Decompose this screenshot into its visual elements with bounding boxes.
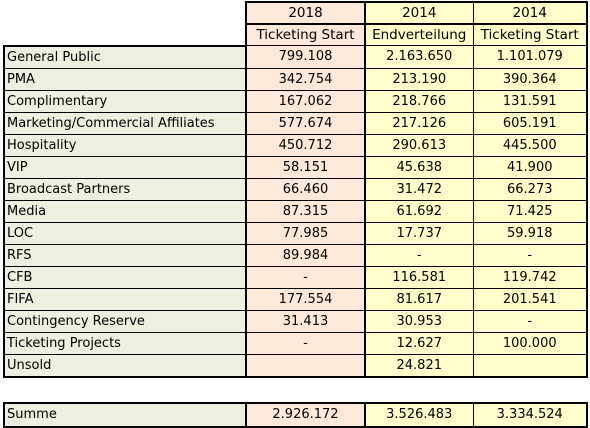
value-2014-end: 17.737: [364, 221, 474, 245]
value-2014-start: [472, 353, 588, 378]
table-row: RFS 89.984- -: [3, 243, 588, 267]
value-2014-end: 30.953: [364, 309, 474, 333]
header-2014-start-sub: Ticketing Start: [472, 23, 588, 46]
value-2014-end: 290.613: [364, 133, 474, 157]
summe-2014-end: 3.526.483: [364, 402, 474, 428]
value-2014-start: -: [472, 243, 588, 267]
value-2014-end: 81.617: [364, 287, 474, 311]
value-2018: 342.754: [245, 67, 366, 91]
value-2014-start: 59.918: [472, 221, 588, 245]
value-2014-end: 12.627: [364, 331, 474, 355]
value-2014-start: 201.541: [472, 287, 588, 311]
value-2014-start: 100.000: [472, 331, 588, 355]
table-row: PMA 342.754 213.190 390.364: [3, 67, 588, 91]
row-label: Contingency Reserve: [3, 309, 247, 333]
summe-table: Summe 2.926.172 3.526.483 3.334.524: [3, 402, 588, 428]
value-2018: 77.985: [245, 221, 366, 245]
value-2018: 87.315: [245, 199, 366, 223]
value-2018: 799.108: [245, 45, 366, 69]
table-gap: [0, 381, 590, 402]
header-row-sub: Ticketing Start Endverteilung Ticketing …: [4, 23, 588, 46]
value-2018: -: [245, 331, 366, 355]
row-label: Marketing/Commercial Affiliates: [3, 111, 247, 135]
row-label: RFS: [3, 243, 247, 267]
value-2018: 31.413: [245, 309, 366, 333]
value-2014-end: 217.126: [364, 111, 474, 135]
value-2014-start: 41.900: [472, 155, 588, 179]
row-label: PMA: [3, 67, 247, 91]
summe-2014-start: 3.334.524: [472, 402, 588, 428]
row-label: VIP: [3, 155, 247, 179]
value-2018: 58.151: [245, 155, 366, 179]
row-label: Media: [3, 199, 247, 223]
value-2014-end: 45.638: [364, 155, 474, 179]
value-2014-end: 61.692: [364, 199, 474, 223]
table-row: FIFA 177.554 81.617 201.541: [3, 287, 588, 311]
value-2014-end: 116.581: [364, 265, 474, 289]
value-2014-start: 390.364: [472, 67, 588, 91]
value-2014-start: 131.591: [472, 89, 588, 113]
row-label: Complimentary: [3, 89, 247, 113]
row-label: CFB: [3, 265, 247, 289]
ticket-allocation-table: 2018 2014 2014 Ticketing Start Endvertei…: [3, 1, 588, 378]
table-row: Ticketing Projects -12.627 100.000: [3, 331, 588, 355]
value-2014-start: 71.425: [472, 199, 588, 223]
value-2018: 167.062: [245, 89, 366, 113]
value-2018: 89.984: [245, 243, 366, 267]
table-row: Unsold 24.821: [3, 353, 588, 378]
table-row: Hospitality 450.712 290.613 445.500: [3, 133, 588, 157]
value-2014-end: 2.163.650: [364, 45, 474, 69]
row-label: Ticketing Projects: [3, 331, 247, 355]
table-row: Marketing/Commercial Affiliates 577.674 21…: [3, 111, 588, 135]
row-label: FIFA: [3, 287, 247, 311]
value-2018: 177.554: [245, 287, 366, 311]
table-row: General Public 799.108 2.163.650 1.101.079: [3, 44, 588, 69]
table-row: Media 87.315 61.692 71.425: [3, 199, 588, 223]
value-2014-start: 605.191: [472, 111, 588, 135]
value-2014-start: 445.500: [472, 133, 588, 157]
value-2018: 450.712: [245, 133, 366, 157]
header-blank: [4, 24, 246, 46]
row-label: Hospitality: [3, 133, 247, 157]
value-2018: 577.674: [245, 111, 366, 135]
summe-label: Summe: [3, 402, 247, 428]
table-row: LOC 77.985 17.737 59.918: [3, 221, 588, 245]
value-2014-end: 31.472: [364, 177, 474, 201]
header-2014-end-sub: Endverteilung: [364, 23, 474, 46]
row-label: LOC: [3, 221, 247, 245]
header-2018-sub: Ticketing Start: [245, 23, 366, 46]
table-row: CFB -116.581 119.742: [3, 265, 588, 289]
header-2014-end-year: 2014: [364, 1, 474, 25]
value-2014-start: 119.742: [472, 265, 588, 289]
value-2014-start: 66.273: [472, 177, 588, 201]
row-label: Unsold: [3, 353, 247, 378]
row-label: General Public: [3, 44, 247, 69]
value-2014-end: 24.821: [364, 353, 474, 378]
value-2014-end: 213.190: [364, 67, 474, 91]
header-2014-start-year: 2014: [472, 1, 588, 25]
value-2018: 66.460: [245, 177, 366, 201]
summe-2018: 2.926.172: [245, 402, 366, 428]
summe-row: Summe 2.926.172 3.526.483 3.334.524: [3, 402, 588, 428]
header-2018-year: 2018: [245, 1, 366, 25]
header-row-year: 2018 2014 2014: [4, 1, 588, 25]
table-row: Broadcast Partners 66.460 31.472 66.273: [3, 177, 588, 201]
header-blank: [4, 2, 246, 24]
table-row: VIP 58.151 45.638 41.900: [3, 155, 588, 179]
table-row: Complimentary 167.062 218.766 131.591: [3, 89, 588, 113]
table-row: Contingency Reserve 31.413 30.953-: [3, 309, 588, 333]
value-2018: [245, 353, 366, 378]
value-2014-start: -: [472, 309, 588, 333]
value-2014-end: -: [364, 243, 474, 267]
value-2014-end: 218.766: [364, 89, 474, 113]
row-label: Broadcast Partners: [3, 177, 247, 201]
value-2018: -: [245, 265, 366, 289]
value-2014-start: 1.101.079: [472, 45, 588, 69]
